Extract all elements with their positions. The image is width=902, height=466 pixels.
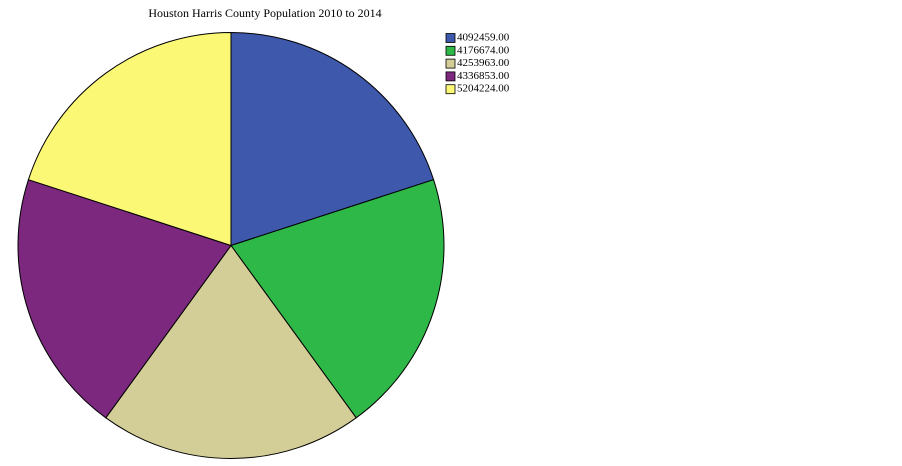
pie-slice [230,31,435,247]
legend-label: 4176674.00 [457,44,510,56]
legend-swatch [445,84,456,95]
legend-label: 4336853.00 [457,70,510,82]
legend-label: 5204224.00 [457,83,510,95]
chart-title: Houston Harris County Population 2010 to… [148,6,381,20]
legend-label: 4253963.00 [457,57,510,69]
legend-swatch [445,33,456,43]
legend-swatch [445,45,456,56]
pie-slice [105,244,357,459]
pie-slice [27,31,232,247]
legend-swatch [445,58,456,69]
pie-slice [230,179,445,419]
legend-swatch [445,71,456,82]
legend-label: 4092459.00 [457,32,510,44]
pie-slice [17,179,232,419]
